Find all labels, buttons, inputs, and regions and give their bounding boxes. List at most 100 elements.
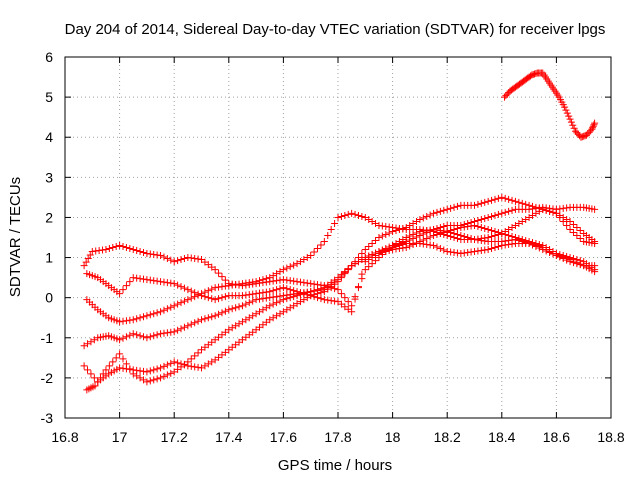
data-point xyxy=(184,286,192,294)
data-point xyxy=(150,332,158,340)
data-point xyxy=(488,196,496,204)
data-point xyxy=(365,252,373,260)
data-point xyxy=(157,278,165,286)
data-point xyxy=(372,237,380,245)
data-point xyxy=(494,210,502,218)
data-point xyxy=(395,225,403,233)
data-point xyxy=(385,223,393,231)
data-point xyxy=(430,209,438,217)
data-point xyxy=(191,319,199,327)
data-point xyxy=(361,254,369,262)
data-points xyxy=(80,69,599,394)
data-point xyxy=(474,222,482,230)
data-point xyxy=(163,371,171,379)
data-point xyxy=(589,122,597,130)
data-point xyxy=(238,292,246,300)
data-point xyxy=(160,372,168,380)
data-point xyxy=(453,235,461,243)
data-point xyxy=(566,115,574,123)
data-point xyxy=(259,289,267,297)
data-point xyxy=(170,302,178,310)
data-point xyxy=(327,297,335,305)
data-point xyxy=(119,243,127,251)
data-point xyxy=(591,119,599,127)
data-point xyxy=(573,259,581,267)
data-point xyxy=(160,306,168,314)
data-point xyxy=(211,284,219,292)
data-point xyxy=(341,294,349,302)
data-point xyxy=(112,243,120,251)
data-point xyxy=(307,252,315,260)
data-point xyxy=(208,313,216,321)
data-point xyxy=(341,269,349,277)
data-point xyxy=(245,299,253,307)
data-point xyxy=(194,255,202,263)
data-point xyxy=(508,232,516,240)
data-point xyxy=(573,223,581,231)
data-point xyxy=(221,282,229,290)
data-point xyxy=(375,221,383,229)
data-point xyxy=(167,256,175,264)
data-point xyxy=(95,247,103,255)
data-point xyxy=(464,249,472,257)
y-axis-label: SDTVAR / TECUs xyxy=(7,177,24,297)
data-point xyxy=(129,246,137,254)
data-point xyxy=(484,213,492,221)
data-point xyxy=(300,290,308,298)
data-point xyxy=(317,286,325,294)
data-point xyxy=(160,329,168,337)
data-point xyxy=(484,234,492,241)
data-point xyxy=(508,196,516,204)
data-point xyxy=(481,214,489,222)
data-point xyxy=(191,352,199,360)
x-tick-label: 17.8 xyxy=(324,429,351,445)
data-point xyxy=(153,251,161,259)
data-point xyxy=(368,240,376,248)
data-point xyxy=(279,266,287,274)
data-point xyxy=(218,309,226,317)
y-tick-label: 3 xyxy=(45,169,53,185)
data-point xyxy=(150,376,158,384)
data-point xyxy=(443,248,451,256)
x-tick-label: 17.2 xyxy=(161,429,188,445)
data-point xyxy=(228,281,236,289)
data-point xyxy=(334,276,342,284)
data-point xyxy=(358,250,366,258)
data-point xyxy=(177,325,185,333)
data-point xyxy=(266,302,274,310)
data-point xyxy=(474,235,482,243)
data-point xyxy=(467,248,475,256)
data-point xyxy=(488,212,496,220)
x-tick-label: 18 xyxy=(385,429,401,445)
data-point xyxy=(344,298,352,306)
data-point xyxy=(238,302,246,310)
data-point xyxy=(563,221,571,229)
data-point xyxy=(484,225,492,233)
data-point xyxy=(136,314,144,322)
data-point xyxy=(481,246,489,254)
data-point xyxy=(320,238,328,246)
data-point xyxy=(228,305,236,313)
data-point xyxy=(385,229,393,237)
data-point xyxy=(471,217,478,225)
data-point xyxy=(293,278,301,286)
data-point xyxy=(129,274,137,282)
data-point xyxy=(450,249,458,257)
data-point xyxy=(310,248,318,256)
data-point xyxy=(221,307,229,315)
data-point xyxy=(194,291,202,299)
data-point xyxy=(460,249,468,257)
data-point xyxy=(508,206,516,214)
data-point xyxy=(153,309,161,317)
data-point xyxy=(433,208,441,216)
data-point xyxy=(331,219,339,227)
data-point xyxy=(99,246,107,254)
data-point xyxy=(136,275,144,283)
data-point xyxy=(481,234,489,242)
data-point xyxy=(290,277,298,285)
data-point xyxy=(296,278,304,286)
data-point xyxy=(368,260,376,268)
data-point xyxy=(450,234,458,241)
x-axis-label: GPS time / hours xyxy=(278,457,392,474)
data-point xyxy=(191,293,199,301)
